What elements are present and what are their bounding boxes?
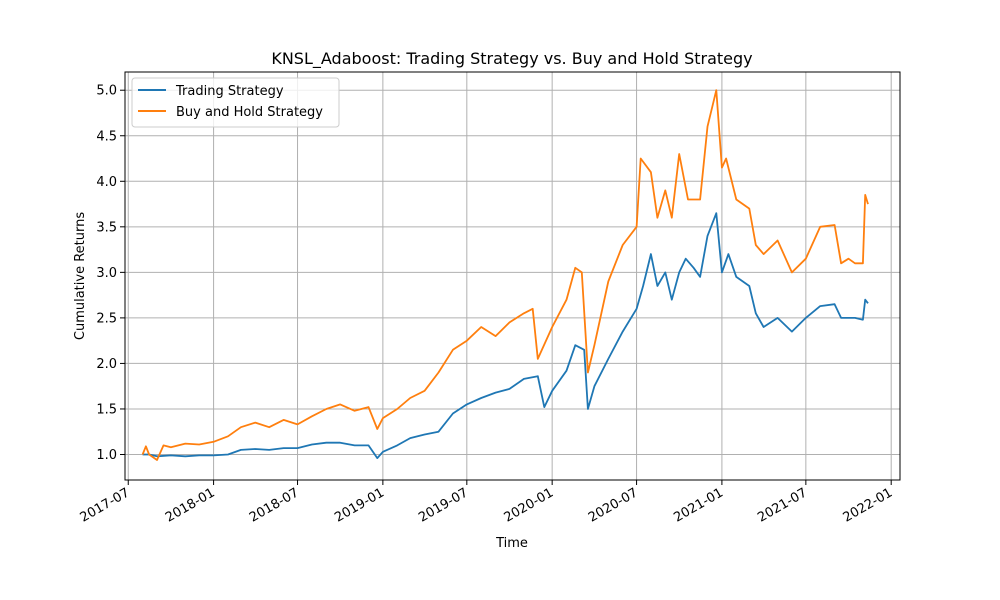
series-line-trading-strategy — [142, 212, 869, 460]
legend-label-trading-strategy: Trading Strategy — [175, 84, 284, 99]
y-tick-label: 4.5 — [96, 129, 117, 144]
y-tick-label: 5.0 — [96, 84, 117, 99]
legend-label-buy-and-hold-strategy: Buy and Hold Strategy — [176, 105, 323, 120]
y-tick-label: 1.0 — [96, 448, 117, 463]
chart-title: KNSL_Adaboost: Trading Strategy vs. Buy … — [271, 49, 752, 69]
y-tick-label: 2.5 — [96, 311, 117, 326]
y-tick-label: 4.0 — [96, 175, 117, 190]
y-axis-label: Cumulative Returns — [73, 212, 88, 340]
y-tick-label: 3.5 — [96, 220, 117, 235]
plot-frame — [124, 71, 901, 481]
legend-box — [131, 77, 340, 128]
series-line-buy-and-hold-strategy — [141, 89, 869, 461]
x-axis-label: Time — [495, 536, 528, 551]
y-tick-label: 1.5 — [96, 402, 117, 417]
series-lines — [141, 89, 869, 461]
legend: Trading Strategy Buy and Hold Strategy — [131, 77, 340, 128]
y-tick-label: 2.0 — [96, 357, 117, 372]
y-tick-label: 3.0 — [96, 266, 117, 281]
y-axis-ticks: 1.0 1.5 2.0 2.5 3.0 3.5 4.0 4.5 5.0 — [96, 84, 125, 463]
grid-lines — [125, 72, 900, 480]
